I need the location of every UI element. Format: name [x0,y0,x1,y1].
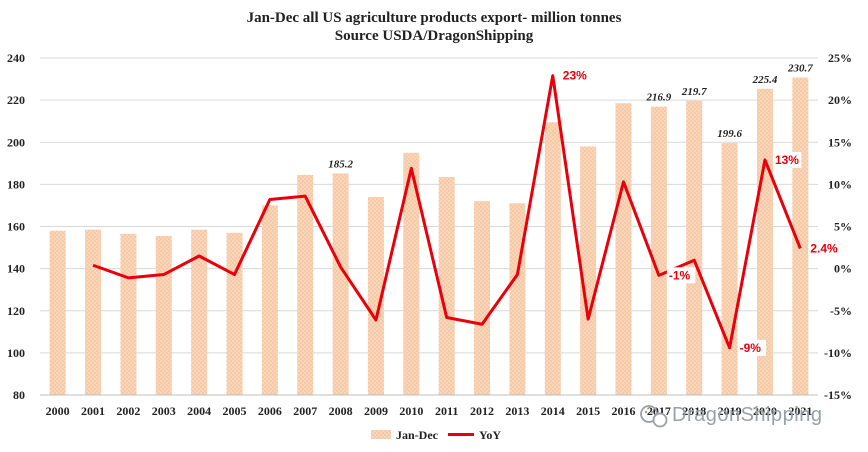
x-axis-tick-label: 2000 [46,404,70,418]
x-axis-tick-label: 2001 [81,404,105,418]
legend-label-yoy: YoY [479,428,501,442]
legend-swatch-jan-dec [371,430,391,439]
bar [474,201,491,395]
line-label-background [560,67,590,84]
left-axis-tick-label: 100 [7,346,25,360]
x-axis-tick-label: 2005 [223,404,247,418]
line-label-background [808,240,845,257]
bar [438,177,455,395]
bar [721,143,738,395]
x-axis-tick-label: 2009 [364,404,388,418]
x-axis: 2000 2001 2002 2003 2004 2005 2006 2007 2008 2009… [40,394,818,418]
bar [686,100,703,396]
line-data-label: 13% [775,153,799,167]
right-axis-tick-label: -5% [830,304,852,318]
x-axis-tick-label: 2011 [435,404,458,418]
right-y-axis: -15% -10% -5% 0% 5% 10% 15% 20% 25% [824,51,852,402]
legend: Jan-Dec YoY [371,428,501,442]
x-axis-tick-label: 2008 [329,404,353,418]
bar [120,233,137,395]
bar-data-label: 199.6 [717,128,742,140]
x-axis-tick-label: 2015 [576,404,600,418]
right-axis-tick-label: 10% [828,177,852,191]
line-label-background [737,339,767,356]
right-axis-tick-label: -10% [824,346,852,360]
x-axis-tick-label: 2004 [187,404,211,418]
bar [226,232,243,395]
line-data-label: -1% [669,268,691,282]
left-axis-tick-label: 80 [13,388,25,402]
left-axis-tick-label: 240 [7,51,25,65]
bar-data-label: 185.2 [328,158,353,170]
line-data-label: 23% [563,69,587,83]
bar [544,122,561,395]
bar-data-label: 219.7 [681,86,707,98]
bar [403,152,420,395]
x-axis-tick-label: 2013 [505,404,529,418]
bar [756,88,773,395]
x-axis-tick-label: 2010 [399,404,423,418]
chart-subtitle: Source USDA/DragonShipping [335,28,534,44]
bar [509,203,526,395]
yoy-line [92,74,802,350]
bar [261,205,278,395]
legend-label-jan-dec: Jan-Dec [396,428,439,442]
bar [367,197,384,395]
line-data-labels: 23% -1% -9% 13% 2.4% [560,67,845,356]
bar-data-label: 216.9 [645,92,671,104]
left-y-axis: 80 100 120 140 160 180 200 220 240 [7,51,25,402]
bar [580,146,597,395]
bar-data-labels: 185.2 216.9 219.7 199.6 225.4 230.7 [328,63,813,171]
right-axis-tick-label: -15% [824,388,852,402]
x-axis-tick-label: 2019 [718,404,742,418]
left-axis-tick-label: 160 [7,220,25,234]
bar-data-label: 230.7 [787,63,813,75]
bar [191,229,208,395]
line-series [92,74,802,350]
line-label-background [772,151,802,168]
right-axis-tick-label: 5% [834,220,852,234]
watermark: DragonShipping [640,404,822,428]
line-label-background [666,267,696,284]
right-axis-tick-label: 25% [828,51,852,65]
bar [155,235,172,395]
bar [650,106,667,396]
right-axis-tick-label: 0% [834,262,852,276]
wechat-logo-icon [640,405,668,428]
bar [332,173,349,395]
left-axis-tick-label: 140 [7,262,25,276]
x-axis-tick-label: 2021 [788,404,812,418]
chart-title: Jan-Dec all US agriculture products expo… [247,10,622,26]
x-axis-tick-label: 2002 [116,404,140,418]
left-axis-tick-label: 180 [7,177,25,191]
bar [297,174,314,395]
left-axis-tick-label: 220 [7,93,25,107]
line-data-label: -9% [740,341,762,355]
bar [615,103,632,396]
watermark-text: DragonShipping [672,404,822,426]
bar [85,229,102,395]
x-axis-tick-label: 2018 [682,404,706,418]
x-axis-tick-label: 2016 [612,404,636,418]
x-axis-tick-label: 2012 [470,404,494,418]
right-axis-tick-label: 20% [828,93,852,107]
bar [49,230,66,395]
x-axis-tick-label: 2003 [152,404,176,418]
x-axis-tick-label: 2006 [258,404,282,418]
left-axis-tick-label: 200 [7,135,25,149]
bar-data-label: 225.4 [752,74,778,86]
x-axis-tick-label: 2020 [753,404,777,418]
line-data-label: 2.4% [810,241,838,255]
x-axis-tick-label: 2014 [541,404,565,418]
x-axis-tick-label: 2007 [293,404,317,418]
bar-series [49,77,809,396]
right-axis-tick-label: 15% [828,135,852,149]
left-axis-tick-label: 120 [7,304,25,318]
